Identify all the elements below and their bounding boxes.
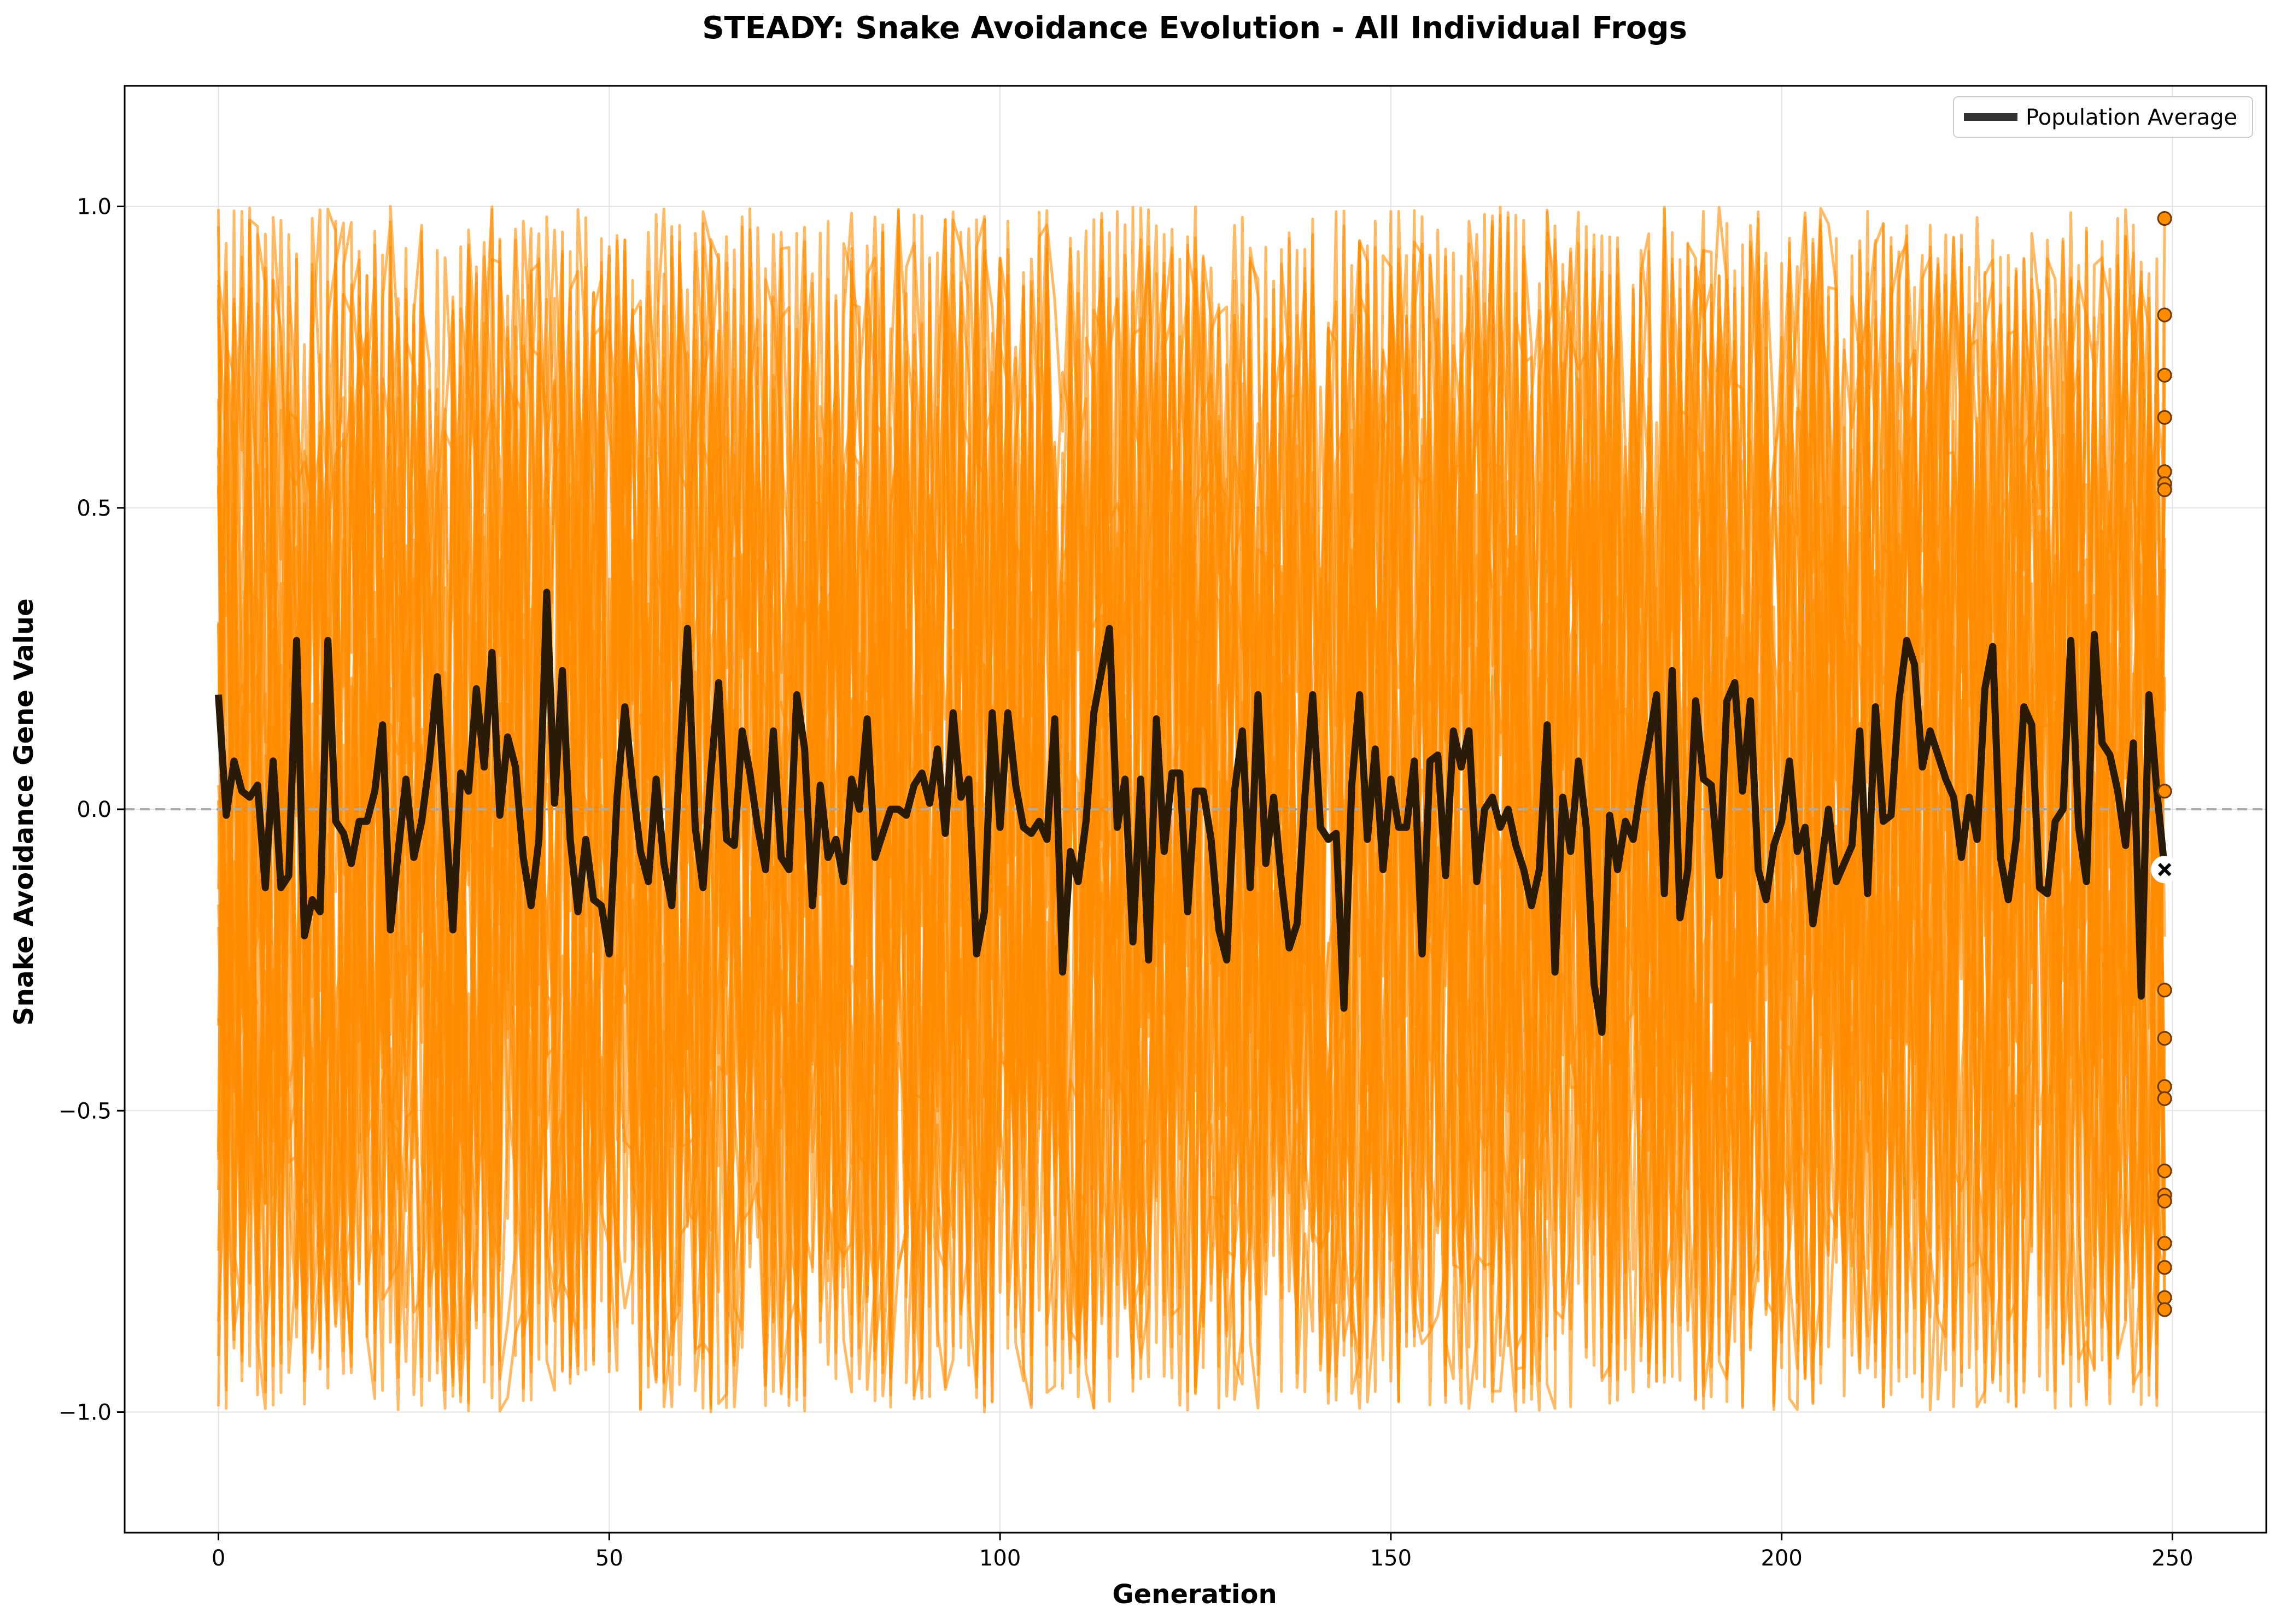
- legend: Population Average: [1953, 96, 2253, 138]
- final-individual-marker: [2157, 1236, 2172, 1251]
- final-individual-marker: [2157, 1302, 2172, 1317]
- population-average-layer: [215, 588, 2168, 1036]
- final-individual-marker: [2157, 1260, 2172, 1275]
- x-tick-label: 150: [1370, 1546, 1412, 1571]
- legend-box: [1953, 96, 2253, 138]
- chart-title: STEADY: Snake Avoidance Evolution - All …: [702, 10, 1687, 46]
- legend-entry-population-average: Population Average: [2026, 105, 2237, 130]
- final-individual-markers: [2151, 211, 2179, 1317]
- y-axis-ticks: −1.0 −0.5 0.0 0.5 1.0: [59, 195, 125, 1426]
- final-average-x-marker: [2158, 863, 2172, 877]
- x-tick-label: 200: [1761, 1546, 1802, 1571]
- final-individual-marker: [2157, 1164, 2172, 1178]
- final-individual-marker: [2157, 1079, 2172, 1094]
- final-individual-marker: [2157, 410, 2172, 425]
- final-individual-marker: [2157, 1091, 2172, 1106]
- final-individual-marker: [2157, 482, 2172, 498]
- final-individual-marker: [2157, 211, 2172, 226]
- y-tick-label: −1.0: [59, 1400, 112, 1426]
- population-average-line: [215, 588, 2168, 1036]
- final-individual-marker: [2157, 464, 2172, 480]
- x-tick-label: 250: [2151, 1546, 2193, 1571]
- x-axis-label: Generation: [1112, 1579, 1277, 1610]
- x-tick-label: 50: [595, 1546, 623, 1571]
- x-tick-label: 100: [979, 1546, 1021, 1571]
- final-individual-marker: [2157, 367, 2172, 383]
- final-individual-marker: [2157, 983, 2172, 998]
- final-individual-marker: [2157, 1031, 2172, 1046]
- final-individual-marker: [2157, 784, 2172, 799]
- final-individual-marker: [2157, 1290, 2172, 1305]
- final-individual-marker: [2157, 307, 2172, 323]
- y-tick-label: 1.0: [77, 195, 112, 220]
- final-individual-marker: [2157, 1194, 2172, 1209]
- y-tick-label: 0.5: [77, 496, 112, 521]
- y-axis-label: Snake Avoidance Gene Value: [9, 598, 39, 1025]
- y-tick-label: −0.5: [59, 1099, 112, 1124]
- x-axis-ticks: 0 50 100 150 200 250: [212, 1533, 2194, 1571]
- x-tick-label: 0: [212, 1546, 225, 1571]
- y-tick-label: 0.0: [77, 797, 112, 822]
